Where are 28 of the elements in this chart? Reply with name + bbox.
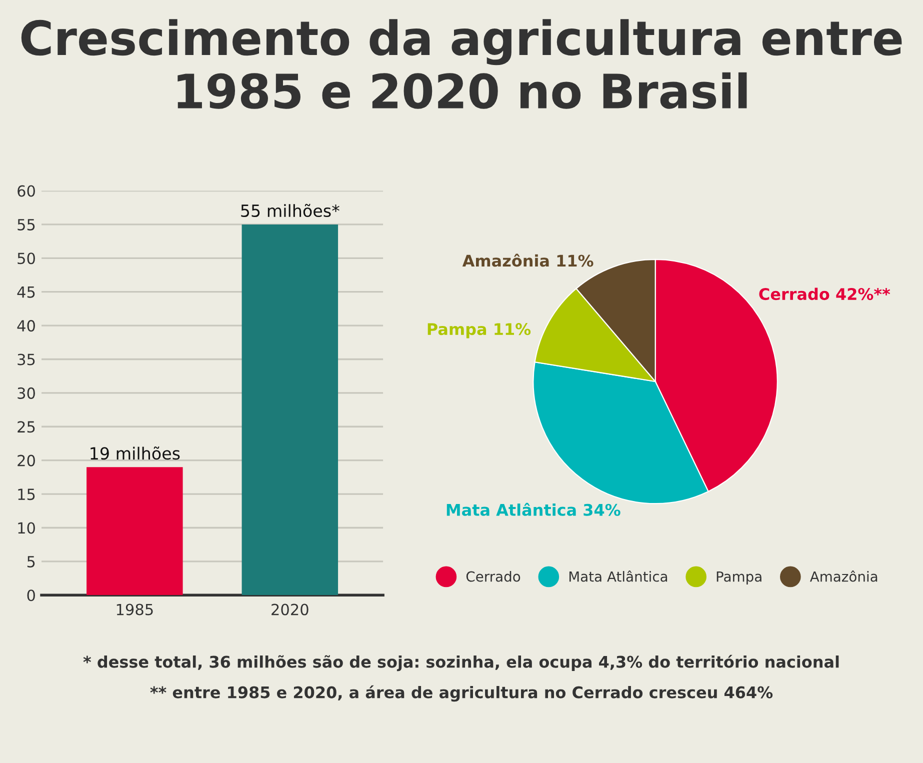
text: ** entre 1985 e 2020, a área de agricultura no Cerrado cresceu 464%: [150, 685, 773, 702]
y-tick-label: 0: [27, 590, 35, 602]
legend-label: Cerrado: [466, 571, 520, 582]
data-label: Cerrado 42%**: [759, 288, 890, 300]
y-tick-label: 5: [27, 556, 35, 568]
y-tick-label: 15: [18, 488, 35, 500]
x-tick-label: 1985: [116, 604, 153, 616]
y-tick-label: 50: [18, 252, 35, 264]
data-label: 55 milhões*: [241, 204, 340, 218]
data-label: Pampa 11%: [428, 323, 531, 338]
y-tick-label: 45: [17, 286, 35, 298]
data-label: Amazônia 11%: [462, 254, 594, 267]
data-label: 19 milhões: [90, 446, 180, 460]
y-tick-label: 10: [18, 522, 35, 534]
x-tick-label: 2020: [272, 604, 308, 616]
y-tick-label: 55: [18, 219, 35, 230]
legend-label: Pampa: [716, 571, 762, 584]
text: * desse total, 36 milhões são de soja: sozinha, ela ocupa 4,3% do território nacional: [83, 654, 839, 672]
y-tick-label: 30: [18, 387, 35, 399]
chart-title: Crescimento da agricultura entre 1985 e 2020 no Brasil: [21, 19, 902, 109]
data-label: Mata Atlântica 34%: [446, 502, 620, 516]
legend-label: Amazônia: [810, 570, 878, 582]
y-tick-label: 40: [17, 320, 35, 332]
y-tick-label: 35: [18, 354, 35, 366]
y-tick-label: 20: [18, 454, 35, 466]
legend-label: Mata Atlântica: [569, 570, 668, 582]
y-tick-label: 60: [18, 185, 35, 197]
y-tick-label: 25: [18, 421, 35, 433]
